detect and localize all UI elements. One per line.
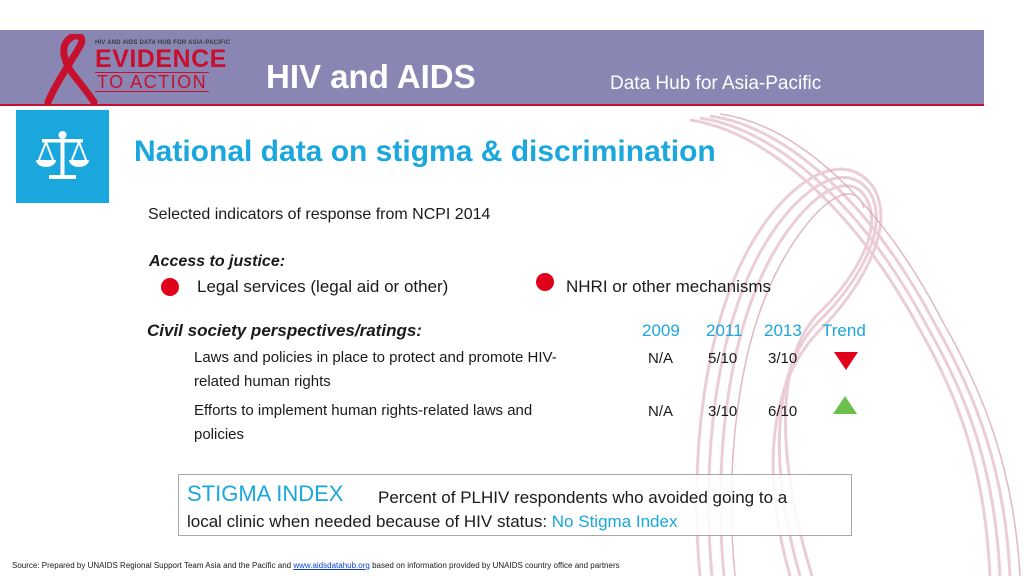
row-laws-2011: 5/10 (708, 350, 738, 367)
stigma-index-value: No Stigma Index (551, 512, 678, 531)
stigma-index-box: STIGMA INDEX Percent of PLHIV respondent… (178, 474, 852, 536)
stigma-index-text-line1: Percent of PLHIV respondents who avoided… (378, 488, 788, 507)
source-suffix: based on information provided by UNAIDS … (369, 561, 620, 570)
table-row-efforts: Efforts to implement human rights-relate… (194, 399, 614, 447)
logo-evidence-text: EVIDENCE (95, 45, 227, 73)
stigma-index-line2: local clinic when needed because of HIV … (187, 512, 677, 532)
row-efforts-2009: N/A (648, 403, 674, 420)
row-laws-2013: 3/10 (768, 350, 798, 367)
row-efforts-line2: policies (194, 426, 245, 443)
header-subtitle: Data Hub for Asia-Pacific (610, 73, 822, 94)
row-efforts-2013: 6/10 (768, 403, 798, 420)
legal-status-dot (161, 278, 179, 296)
header-bar (0, 30, 984, 106)
row-efforts-2011: 3/10 (708, 403, 738, 420)
legal-services-label: Legal services (legal aid or other) (197, 277, 449, 296)
row-laws-2009: N/A (648, 350, 674, 367)
table-row-laws: Laws and policies in place to protect an… (194, 346, 614, 394)
stigma-index-heading: STIGMA INDEX (187, 481, 344, 506)
civil-society-heading: Civil society perspectives/ratings: (147, 321, 422, 340)
logo-to-action-text: TO ACTION (95, 72, 210, 92)
trend-up-icon (833, 396, 857, 414)
page-title: National data on stigma & discrimination (134, 135, 716, 168)
source-prefix: Source: Prepared by UNAIDS Regional Supp… (12, 561, 294, 570)
trend-down-icon (834, 352, 858, 370)
stigma-index-text-line2: local clinic when needed because of HIV … (187, 512, 548, 531)
logo-small-text: HIV AND AIDS DATA HUB FOR ASIA-PACIFIC (95, 40, 231, 46)
col-2011: 2011 (706, 321, 743, 340)
col-trend: Trend (822, 321, 866, 340)
nhri-label: NHRI or other mechanisms (566, 277, 772, 296)
col-2013: 2013 (764, 321, 802, 340)
scales-icon-box (16, 110, 109, 203)
access-heading: Access to justice: (149, 253, 286, 270)
scales-of-justice-icon (36, 131, 89, 179)
source-note: Source: Prepared by UNAIDS Regional Supp… (12, 561, 620, 570)
row-laws-line2: related human rights (194, 373, 331, 390)
header-title: HIV and AIDS (266, 58, 476, 95)
col-2009: 2009 (642, 321, 680, 340)
row-laws-line1: Laws and policies in place to protect an… (194, 349, 557, 366)
nhri-status-dot (536, 273, 554, 291)
ncpi-subtitle: Selected indicators of response from NCP… (148, 206, 491, 223)
source-link[interactable]: www.aidsdatahub.org (293, 561, 370, 570)
red-ribbon-logo-icon (44, 34, 98, 104)
row-efforts-line1: Efforts to implement human rights-relate… (194, 402, 533, 419)
